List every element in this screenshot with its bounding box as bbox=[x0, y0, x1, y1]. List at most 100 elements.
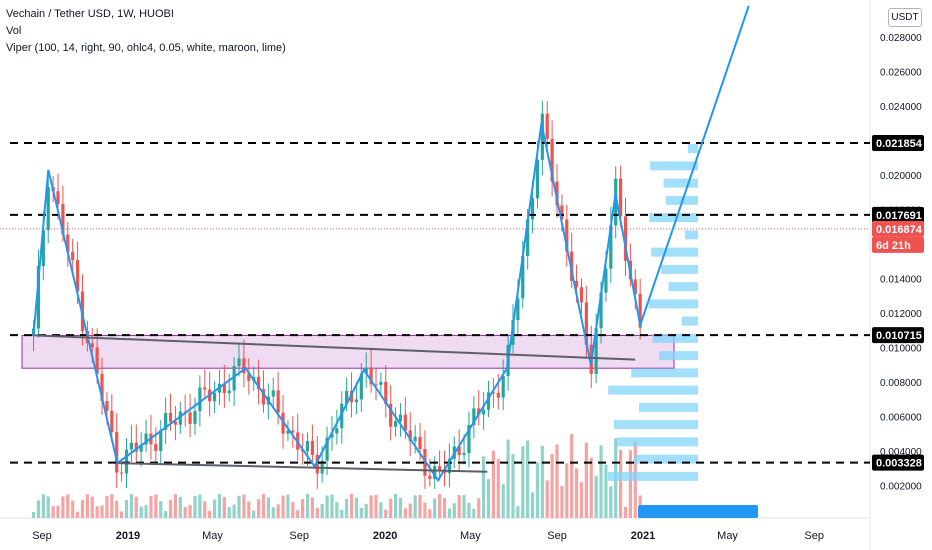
y-tick-label: 0.012000 bbox=[880, 309, 922, 320]
volume-bar bbox=[296, 510, 300, 518]
price-badge bbox=[872, 454, 924, 471]
volume-bar bbox=[540, 445, 544, 518]
candle-body bbox=[633, 279, 637, 294]
candle-body bbox=[413, 436, 417, 442]
volume-bar bbox=[325, 495, 329, 518]
x-tick-label: Sep bbox=[547, 530, 567, 542]
volume-profile-bar bbox=[617, 437, 698, 447]
volume-bar bbox=[530, 492, 535, 518]
volume-bar bbox=[286, 494, 290, 518]
volume-bar bbox=[208, 510, 212, 518]
volume-bar bbox=[477, 498, 481, 518]
candle-body bbox=[310, 441, 315, 455]
price-badge bbox=[872, 220, 924, 237]
volume-bar bbox=[506, 439, 510, 518]
price-badge-label: 0.003328 bbox=[876, 458, 922, 470]
volume-bar bbox=[232, 504, 236, 518]
volume-profile-bar bbox=[651, 247, 698, 257]
candle-body bbox=[574, 280, 579, 288]
volume-bar bbox=[173, 494, 178, 518]
y-tick-label: 0.006000 bbox=[880, 413, 922, 424]
volume-bar bbox=[428, 509, 432, 518]
x-tick-label: 2019 bbox=[116, 530, 140, 542]
volume-bar bbox=[41, 494, 45, 518]
candle-body bbox=[374, 384, 378, 386]
candle-body bbox=[472, 408, 476, 426]
volume-bar bbox=[364, 503, 368, 518]
x-tick-label: Sep bbox=[804, 530, 824, 542]
volume-bar bbox=[570, 434, 574, 518]
candle-body bbox=[291, 430, 295, 433]
volume-bar bbox=[486, 479, 491, 518]
volume-bar bbox=[447, 508, 451, 518]
volume-bar bbox=[599, 445, 603, 518]
x-tick-label: 2021 bbox=[631, 530, 655, 542]
candle-body bbox=[178, 411, 182, 425]
volume-bar bbox=[335, 502, 339, 518]
candle-body bbox=[408, 430, 412, 442]
candle-body bbox=[438, 466, 442, 470]
volume-bar bbox=[222, 497, 226, 518]
candle-body bbox=[599, 292, 603, 329]
volume-bar bbox=[565, 463, 569, 518]
price-badge bbox=[872, 135, 924, 152]
volume-bar bbox=[384, 509, 388, 518]
volume-bar bbox=[247, 501, 251, 518]
candle-body bbox=[462, 453, 466, 456]
volume-bar bbox=[359, 508, 363, 518]
candle-body bbox=[115, 432, 119, 473]
candle-body bbox=[120, 472, 124, 474]
volume-bar bbox=[271, 507, 275, 518]
volume-bar bbox=[550, 454, 554, 518]
candle-body bbox=[619, 178, 623, 217]
currency-button[interactable]: USDT bbox=[888, 8, 922, 27]
volume-bar bbox=[467, 502, 471, 518]
price-badge-label: 0.010715 bbox=[876, 330, 922, 342]
chart-legend: Vechain / Tether USD, 1W, HUOBI Vol Vipe… bbox=[6, 6, 286, 57]
volume-bar bbox=[237, 495, 241, 518]
candle-body bbox=[124, 449, 129, 474]
candle-body bbox=[403, 414, 407, 431]
volume-bar bbox=[511, 453, 515, 518]
trend-line bbox=[33, 334, 636, 361]
volume-label: Vol bbox=[6, 25, 22, 37]
price-badge bbox=[872, 206, 924, 223]
volume-profile-bar bbox=[668, 282, 698, 292]
candle-body bbox=[281, 412, 285, 434]
volume-bar bbox=[315, 507, 319, 518]
candle-body bbox=[134, 442, 138, 452]
y-tick-label: 0.002000 bbox=[880, 482, 922, 493]
candle-body bbox=[222, 383, 226, 394]
candle-body bbox=[129, 442, 133, 450]
volume-bar bbox=[457, 495, 461, 518]
candle-body bbox=[193, 411, 197, 424]
price-badge-label: 0.021854 bbox=[876, 138, 923, 150]
candle-body bbox=[227, 390, 231, 394]
support-zone bbox=[21, 334, 675, 369]
volume-bar bbox=[330, 494, 334, 518]
candle-body bbox=[433, 466, 437, 479]
candle-body bbox=[349, 390, 354, 403]
x-tick-label: 2020 bbox=[373, 530, 397, 542]
volume-profile-bar bbox=[608, 471, 698, 481]
volume-bar bbox=[36, 500, 41, 518]
candle-body bbox=[36, 266, 41, 329]
candle-body bbox=[203, 387, 207, 390]
candle-body bbox=[159, 429, 163, 451]
candle-body bbox=[56, 191, 60, 205]
volume-profile-bar bbox=[639, 402, 698, 412]
candle-body bbox=[237, 358, 241, 367]
candle-body bbox=[71, 251, 75, 261]
volume-bar bbox=[452, 503, 456, 518]
volume-profile-bar bbox=[688, 144, 698, 154]
volume-profile-bar bbox=[661, 264, 698, 274]
volume-bar bbox=[291, 501, 295, 518]
volume-profile-bar bbox=[649, 213, 698, 223]
candle-body bbox=[501, 376, 505, 398]
volume-bar bbox=[105, 496, 109, 518]
candle-body bbox=[242, 358, 246, 374]
candle-body bbox=[496, 392, 500, 398]
volume-bar bbox=[526, 440, 530, 518]
volume-bar bbox=[203, 501, 207, 518]
